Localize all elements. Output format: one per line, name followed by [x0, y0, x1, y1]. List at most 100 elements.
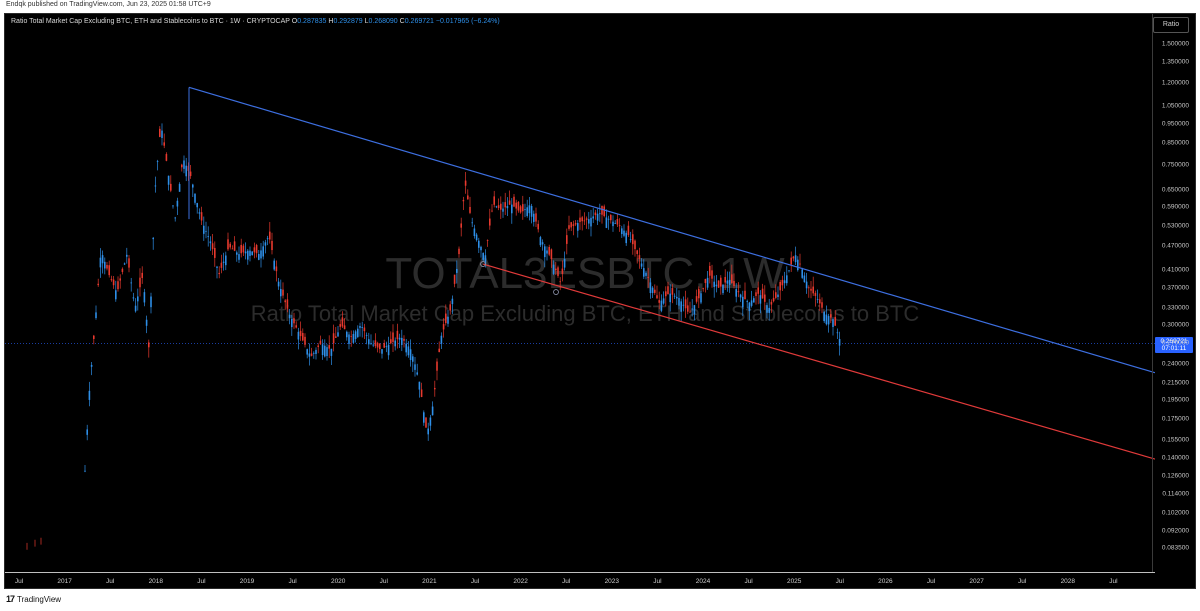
candle-body — [700, 293, 702, 303]
candle-body — [429, 417, 432, 426]
candle-body — [95, 312, 97, 319]
candle-body — [680, 301, 682, 312]
candle-body — [115, 290, 117, 300]
candle-body — [295, 325, 297, 328]
candle-body — [821, 302, 823, 308]
candle-body — [462, 199, 465, 202]
candle-body — [816, 299, 819, 300]
candle-body — [799, 263, 801, 265]
candle-body — [768, 307, 770, 313]
candle-body — [264, 242, 267, 246]
candle-body — [502, 208, 504, 212]
candle-body — [704, 278, 707, 284]
y-tick-label: 0.850000 — [1161, 139, 1189, 147]
candle-body — [313, 352, 315, 354]
candle-body — [654, 289, 656, 293]
candle-body — [132, 297, 135, 299]
chart-legend: Ratio Total Market Cap Excluding BTC, ET… — [11, 17, 500, 26]
candle-body — [101, 255, 104, 264]
candle-body — [324, 345, 326, 357]
candle-body — [497, 205, 500, 209]
candle-body — [658, 300, 660, 303]
candle-body — [269, 231, 271, 240]
candle-body — [405, 343, 407, 353]
price-plot[interactable] — [5, 14, 1155, 572]
candle-body — [513, 196, 515, 207]
candle-body — [779, 281, 781, 291]
candle-body — [546, 250, 548, 254]
y-tick-label: 0.410000 — [1161, 266, 1189, 274]
y-tick-label: 0.750000 — [1161, 161, 1189, 169]
time-axis[interactable]: Jul 2017 Jul 2018 Jul 2019 Jul 2020 Jul 2021 Jul 20… — [5, 572, 1155, 590]
candle-body — [557, 267, 559, 276]
candle-body — [691, 308, 693, 310]
x-tick-label: Jul — [562, 578, 571, 585]
candle-body — [684, 299, 687, 309]
candle-body — [453, 274, 456, 284]
candle-body — [537, 223, 539, 230]
candle-body — [491, 210, 493, 212]
candle-body — [205, 230, 207, 232]
candle-body — [737, 291, 740, 293]
candle-body — [321, 344, 324, 356]
candle-body — [568, 225, 570, 229]
x-tick-label: Jul — [744, 578, 753, 585]
candle-body — [550, 249, 553, 260]
legend-l-value: 0.268090 — [368, 18, 398, 25]
y-tick-label: 0.530000 — [1161, 222, 1189, 230]
candle-body — [156, 161, 159, 163]
ratio-scale-button[interactable]: Ratio — [1153, 17, 1189, 33]
candle-body — [517, 201, 520, 211]
x-tick-label: Jul — [653, 578, 662, 585]
candle-body — [506, 206, 509, 209]
x-tick-label: Jul — [106, 578, 115, 585]
candle-body — [810, 288, 812, 291]
candle-body — [524, 209, 526, 211]
candle-body — [220, 262, 223, 268]
candle-body — [93, 335, 95, 339]
candle-body — [86, 429, 88, 435]
candle-body — [535, 213, 537, 222]
candle-body — [728, 279, 731, 285]
candle-body — [656, 295, 658, 299]
candle-body — [88, 390, 91, 400]
candle-body — [627, 225, 630, 236]
chart-pane[interactable]: TOTAL3ESBTC, 1W Ratio Total Market Cap E… — [4, 13, 1196, 589]
candle-body — [403, 338, 405, 341]
candle-body — [693, 305, 696, 315]
candle-body — [196, 203, 198, 208]
candle-body — [379, 343, 381, 350]
y-tick-label: 0.155000 — [1161, 436, 1189, 444]
candle-body — [585, 218, 588, 220]
candle-body — [739, 294, 742, 298]
y-tick-label: 0.470000 — [1161, 242, 1189, 250]
candle-body — [671, 288, 674, 295]
price-axis[interactable]: 0.269721 07:01:11 1.500000 1.350000 1.2000… — [1152, 14, 1195, 572]
candle-body — [390, 339, 392, 344]
y-tick-label: 1.500000 — [1161, 40, 1189, 48]
candle-body — [376, 342, 379, 348]
candle-body — [189, 171, 192, 177]
candle-body — [363, 327, 366, 332]
candle-body — [262, 246, 264, 257]
candle-body — [277, 281, 280, 287]
candle-body — [244, 251, 247, 254]
candle-body — [211, 243, 214, 250]
y-tick-label: 0.215000 — [1161, 379, 1189, 387]
legend-o-value: 0.287835 — [297, 18, 327, 25]
legend-l-label: L — [364, 18, 369, 25]
candle-body — [431, 406, 434, 416]
candle-body — [643, 268, 645, 277]
candle-body — [482, 252, 484, 260]
y-tick-label: 0.175000 — [1161, 415, 1189, 423]
candle-body — [651, 287, 654, 293]
candle-body — [592, 216, 594, 219]
candle-body — [359, 326, 361, 328]
candle-body — [330, 348, 333, 356]
candle-body — [423, 412, 425, 423]
candle-body — [788, 270, 790, 272]
candle-body — [530, 206, 533, 217]
legend-change: −0.017965 (−6.24%) — [435, 18, 500, 25]
candle-body — [471, 222, 473, 224]
candle-body — [119, 278, 121, 281]
